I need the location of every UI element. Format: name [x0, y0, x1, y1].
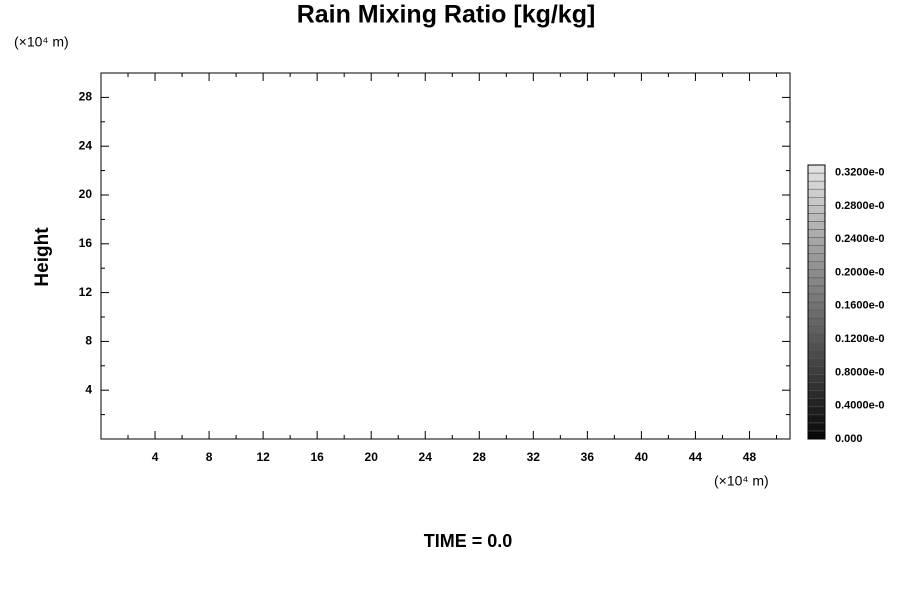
colorbar-band [807, 309, 826, 319]
colorbar-band [807, 366, 826, 375]
colorbar-label: 0.2800e-0 [835, 200, 885, 212]
colorbar-band [807, 269, 826, 279]
colorbar-band [807, 245, 826, 254]
colorbar-band [807, 253, 826, 262]
y-tick-label: 16 [79, 236, 93, 250]
colorbar-band [807, 277, 826, 287]
x-tick-label: 36 [581, 450, 595, 464]
x-tick-label: 16 [310, 450, 324, 464]
colorbar-band [807, 358, 826, 367]
colorbar-label: 0.1600e-0 [835, 300, 885, 312]
x-tick-label: 40 [635, 450, 649, 464]
x-tick-label: 4 [152, 450, 159, 464]
colorbar-band [807, 229, 826, 238]
x-tick-label: 24 [419, 450, 433, 464]
colorbar-label: 0.2000e-0 [835, 266, 885, 278]
colorbar-band [807, 342, 826, 351]
x-tick-label: 28 [473, 450, 487, 464]
colorbar-band [807, 414, 826, 424]
colorbar-band [807, 325, 826, 335]
colorbar-band [807, 301, 826, 311]
colorbar-frame [807, 164, 826, 440]
colorbar-band [807, 333, 826, 343]
y-tick-label: 4 [85, 382, 92, 396]
footer: TIME = 0.0 [424, 531, 513, 551]
colorbar-band [807, 164, 826, 174]
colorbar-band [807, 406, 826, 416]
x-unit: (×10⁴ m) [714, 473, 769, 489]
colorbar-band [807, 317, 826, 327]
x-tick-label: 48 [743, 450, 757, 464]
plot-frame [100, 72, 791, 440]
x-tick-label: 20 [365, 450, 379, 464]
x-tick-label: 12 [256, 450, 270, 464]
colorbar-band [807, 293, 826, 303]
colorbar-band [807, 237, 826, 246]
colorbar-label: 0.2400e-0 [835, 233, 885, 245]
chart-title: Rain Mixing Ratio [kg/kg] [297, 1, 596, 29]
y-tick-label: 24 [79, 138, 93, 152]
colorbar-band [807, 390, 826, 399]
colorbar-band [807, 196, 826, 206]
colorbar-label: 0.4000e-0 [835, 400, 885, 412]
y-tick-label: 20 [79, 187, 93, 201]
colorbar-band [807, 374, 826, 383]
colorbar-band [807, 261, 826, 271]
colorbar-label: 0.1200e-0 [835, 333, 885, 345]
colorbar-band [807, 221, 826, 230]
colorbar-band [807, 180, 826, 190]
colorbar-band [807, 188, 826, 198]
colorbar-band [807, 430, 826, 440]
colorbar-band [807, 398, 826, 408]
colorbar-band [807, 213, 826, 222]
colorbar-label: 0.000 [835, 433, 863, 445]
colorbar-band [807, 285, 826, 295]
x-tick-label: 8 [206, 450, 213, 464]
colorbar-band [807, 205, 826, 214]
colorbar-band [807, 172, 826, 182]
colorbar-label: 0.3200e-0 [835, 167, 885, 179]
colorbar-band [807, 422, 826, 432]
colorbar-band [807, 382, 826, 391]
x-tick-label: 44 [689, 450, 703, 464]
x-tick-label: 32 [527, 450, 541, 464]
y-unit: (×10⁴ m) [14, 34, 69, 50]
colorbar-label: 0.8000e-0 [835, 366, 885, 378]
y-tick-label: 12 [79, 285, 93, 299]
y-tick-label: 28 [79, 90, 93, 104]
y-tick-label: 8 [85, 334, 92, 348]
y-axis-label: Height [32, 227, 53, 287]
colorbar-band [807, 350, 826, 359]
